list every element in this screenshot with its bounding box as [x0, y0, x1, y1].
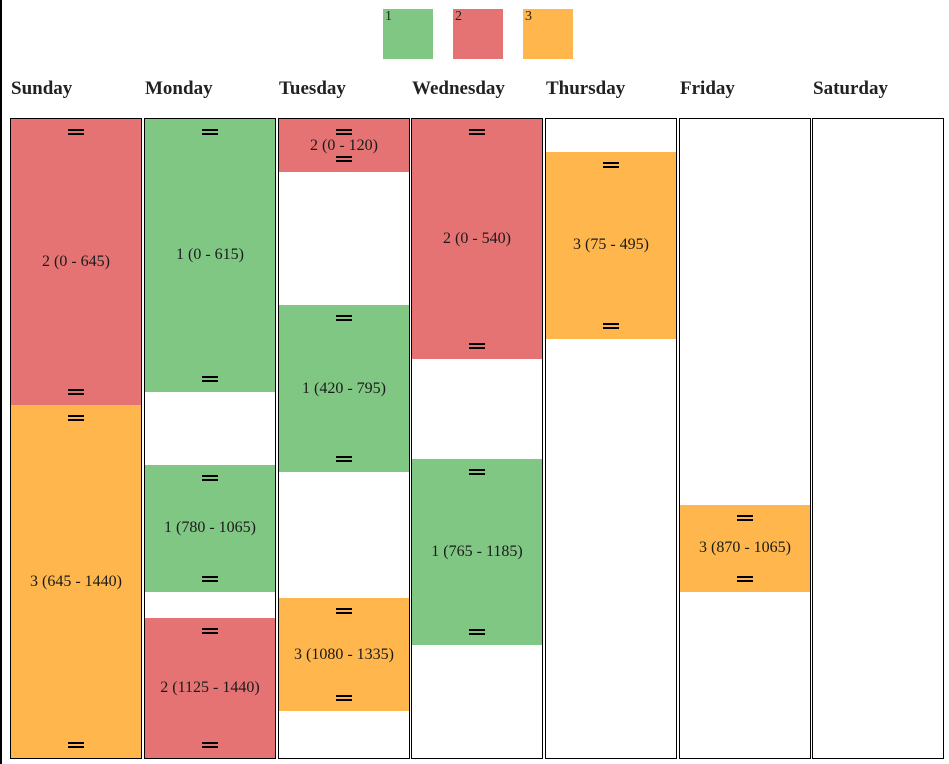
resize-handle-top[interactable] — [202, 475, 218, 482]
event-label[interactable]: 3 (645 - 1440) — [30, 572, 122, 590]
resize-handle-bottom[interactable] — [202, 741, 218, 748]
resize-handle-top[interactable] — [68, 415, 84, 422]
event-label[interactable]: 2 (1125 - 1440) — [160, 679, 260, 697]
day-column-monday[interactable]: 1 (0 - 615) 1 (780 - 1065) 2 (1125 - 1440) — [144, 118, 276, 759]
event-block[interactable]: 2 (0 - 645) — [11, 119, 141, 406]
day-header-sunday: Sunday — [11, 78, 73, 99]
event-label[interactable]: 2 (0 - 645) — [42, 253, 110, 271]
resize-handle-top[interactable] — [336, 315, 352, 322]
resize-handle-top[interactable] — [202, 628, 218, 635]
resize-handle-top[interactable] — [202, 129, 218, 135]
resize-handle-bottom[interactable] — [336, 455, 352, 462]
resize-handle-bottom[interactable] — [68, 389, 84, 396]
day-header-wednesday: Wednesday — [412, 78, 505, 99]
event-block[interactable]: 2 (0 - 540) — [412, 119, 542, 359]
resize-handle-bottom[interactable] — [469, 628, 485, 635]
event-block[interactable]: 3 (75 - 495) — [546, 152, 676, 339]
event-label[interactable]: 2 (0 - 120) — [310, 136, 378, 154]
resize-handle-bottom[interactable] — [603, 322, 619, 329]
resize-handle-bottom[interactable] — [469, 342, 485, 349]
resize-handle-top[interactable] — [469, 129, 485, 135]
event-block[interactable]: 1 (765 - 1185) — [412, 458, 542, 645]
frame-left-border — [0, 0, 2, 764]
legend-swatch-2[interactable]: 2 — [453, 9, 503, 59]
day-header-friday: Friday — [680, 78, 735, 99]
day-header-monday: Monday — [145, 78, 213, 99]
resize-handle-bottom[interactable] — [202, 375, 218, 382]
event-label[interactable]: 3 (1080 - 1335) — [294, 645, 394, 663]
event-label[interactable]: 3 (870 - 1065) — [699, 539, 791, 557]
resize-handle-bottom[interactable] — [202, 575, 218, 582]
event-block[interactable]: 3 (870 - 1065) — [680, 505, 810, 592]
day-column-thursday[interactable]: 3 (75 - 495) — [545, 118, 677, 759]
event-block[interactable]: 1 (0 - 615) — [145, 119, 275, 392]
event-label[interactable]: 1 (420 - 795) — [302, 379, 386, 397]
event-block[interactable]: 2 (0 - 120) — [279, 119, 409, 173]
day-column-saturday[interactable] — [812, 118, 944, 759]
resize-handle-bottom[interactable] — [336, 695, 352, 702]
event-block[interactable]: 3 (645 - 1440) — [11, 405, 141, 758]
day-header-saturday: Saturday — [813, 78, 888, 99]
resize-handle-bottom[interactable] — [336, 156, 352, 163]
resize-handle-top[interactable] — [68, 129, 84, 135]
day-column-wednesday[interactable]: 2 (0 - 540) 1 (765 - 1185) — [411, 118, 543, 759]
day-header-tuesday: Tuesday — [279, 78, 346, 99]
resize-handle-bottom[interactable] — [737, 575, 753, 582]
legend-swatch-3[interactable]: 3 — [523, 9, 573, 59]
event-block[interactable]: 1 (780 - 1065) — [145, 465, 275, 592]
resize-handle-top[interactable] — [336, 608, 352, 615]
day-column-tuesday[interactable]: 2 (0 - 120) 1 (420 - 795) 3 (1080 - 1335) — [278, 118, 410, 759]
resize-handle-bottom[interactable] — [68, 741, 84, 748]
day-column-sunday[interactable]: 2 (0 - 645) 3 (645 - 1440) — [10, 118, 142, 759]
legend-swatch-1[interactable]: 1 — [383, 9, 433, 59]
resize-handle-top[interactable] — [336, 129, 352, 135]
resize-handle-top[interactable] — [737, 515, 753, 522]
event-label[interactable]: 1 (765 - 1185) — [431, 542, 523, 560]
event-label[interactable]: 1 (780 - 1065) — [164, 519, 256, 537]
event-block[interactable]: 2 (1125 - 1440) — [145, 618, 275, 758]
event-block[interactable]: 1 (420 - 795) — [279, 305, 409, 472]
event-label[interactable]: 1 (0 - 615) — [176, 246, 244, 264]
event-label[interactable]: 3 (75 - 495) — [573, 236, 649, 254]
day-header-thursday: Thursday — [546, 78, 626, 99]
resize-handle-top[interactable] — [603, 162, 619, 169]
resize-handle-top[interactable] — [469, 468, 485, 475]
event-block[interactable]: 3 (1080 - 1335) — [279, 598, 409, 712]
day-column-friday[interactable]: 3 (870 - 1065) — [679, 118, 811, 759]
event-label[interactable]: 2 (0 - 540) — [443, 229, 511, 247]
